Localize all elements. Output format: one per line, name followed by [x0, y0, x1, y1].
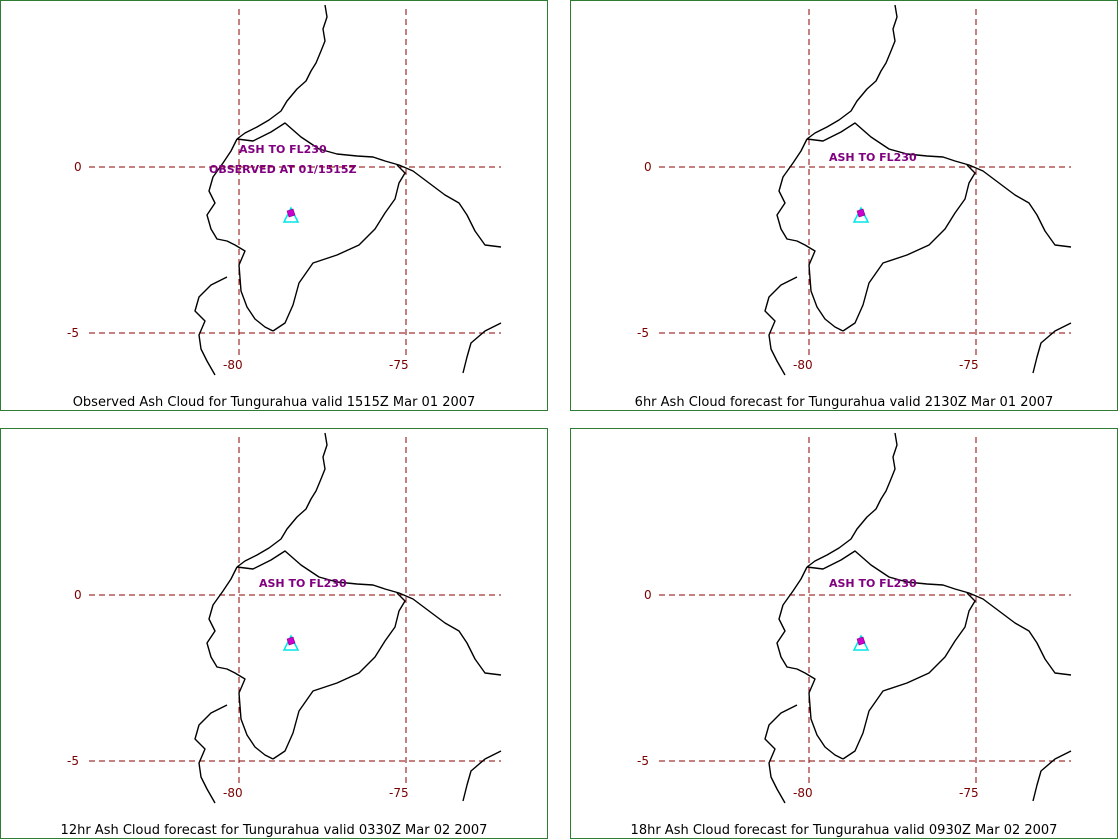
- volcano-marker: [852, 206, 870, 223]
- lon-label-75: -75: [389, 786, 409, 800]
- ash-cloud-shape: [286, 636, 296, 646]
- lat-label-5s: -5: [637, 326, 649, 340]
- volcano-marker: [282, 634, 300, 651]
- lat-label-0: 0: [74, 588, 82, 602]
- volcano-marker: [282, 206, 300, 223]
- lon-label-80: -80: [793, 786, 813, 800]
- annotation-line-2: OBSERVED AT 01/1515Z: [209, 163, 357, 176]
- coastline: [764, 4, 1072, 376]
- map-canvas: 0 -5 -80 -75 ASH TO FL230 OBSERVED AT 01…: [67, 4, 502, 376]
- lat-label-0: 0: [644, 160, 652, 174]
- annotation-line-1: ASH TO FL230: [259, 577, 347, 590]
- graticule: [659, 437, 1071, 784]
- panel-observed: 0 -5 -80 -75 ASH TO FL230 OBSERVED AT 01…: [0, 0, 548, 411]
- panel-caption: 6hr Ash Cloud forecast for Tungurahua va…: [634, 395, 1054, 410]
- panel-caption: 12hr Ash Cloud forecast for Tungurahua v…: [60, 823, 488, 838]
- panel-18hr-forecast: 0 -5 -80 -75 ASH TO FL230 18hr Ash Clo: [570, 428, 1118, 839]
- annotation-line-1: ASH TO FL230: [829, 577, 917, 590]
- coastline: [764, 432, 1072, 804]
- ash-cloud-shape: [856, 636, 866, 646]
- lon-label-80: -80: [223, 786, 243, 800]
- lat-label-0: 0: [74, 160, 82, 174]
- panel-caption: 18hr Ash Cloud forecast for Tungurahua v…: [630, 823, 1058, 838]
- coastline: [194, 4, 502, 376]
- panel-caption: Observed Ash Cloud for Tungurahua valid …: [72, 395, 476, 410]
- annotation-line-1: ASH TO FL230: [239, 143, 327, 156]
- lat-label-5s: -5: [67, 754, 79, 768]
- ash-cloud-shape: [286, 208, 296, 218]
- lon-label-80: -80: [793, 358, 813, 372]
- lon-label-80: -80: [223, 358, 243, 372]
- map-canvas: 0 -5 -80 -75 ASH TO FL230: [67, 432, 502, 804]
- graticule: [89, 437, 501, 784]
- lon-label-75: -75: [959, 786, 979, 800]
- panel-6hr-forecast: 0 -5 -80 -75 ASH TO FL230 6hr Ash Clou: [570, 0, 1118, 411]
- panel-12hr-forecast: 0 -5 -80 -75 ASH TO FL230 12hr Ash Clo: [0, 428, 548, 839]
- annotation-line-1: ASH TO FL230: [829, 151, 917, 164]
- map-canvas: 0 -5 -80 -75 ASH TO FL230: [637, 4, 1072, 376]
- graticule: [89, 9, 501, 356]
- volcano-marker: [852, 634, 870, 651]
- coastline: [194, 432, 502, 804]
- ash-cloud-shape: [856, 208, 866, 218]
- map-canvas: 0 -5 -80 -75 ASH TO FL230: [637, 432, 1072, 804]
- lat-label-5s: -5: [67, 326, 79, 340]
- lat-label-5s: -5: [637, 754, 649, 768]
- lon-label-75: -75: [959, 358, 979, 372]
- lat-label-0: 0: [644, 588, 652, 602]
- graticule: [659, 9, 1071, 356]
- lon-label-75: -75: [389, 358, 409, 372]
